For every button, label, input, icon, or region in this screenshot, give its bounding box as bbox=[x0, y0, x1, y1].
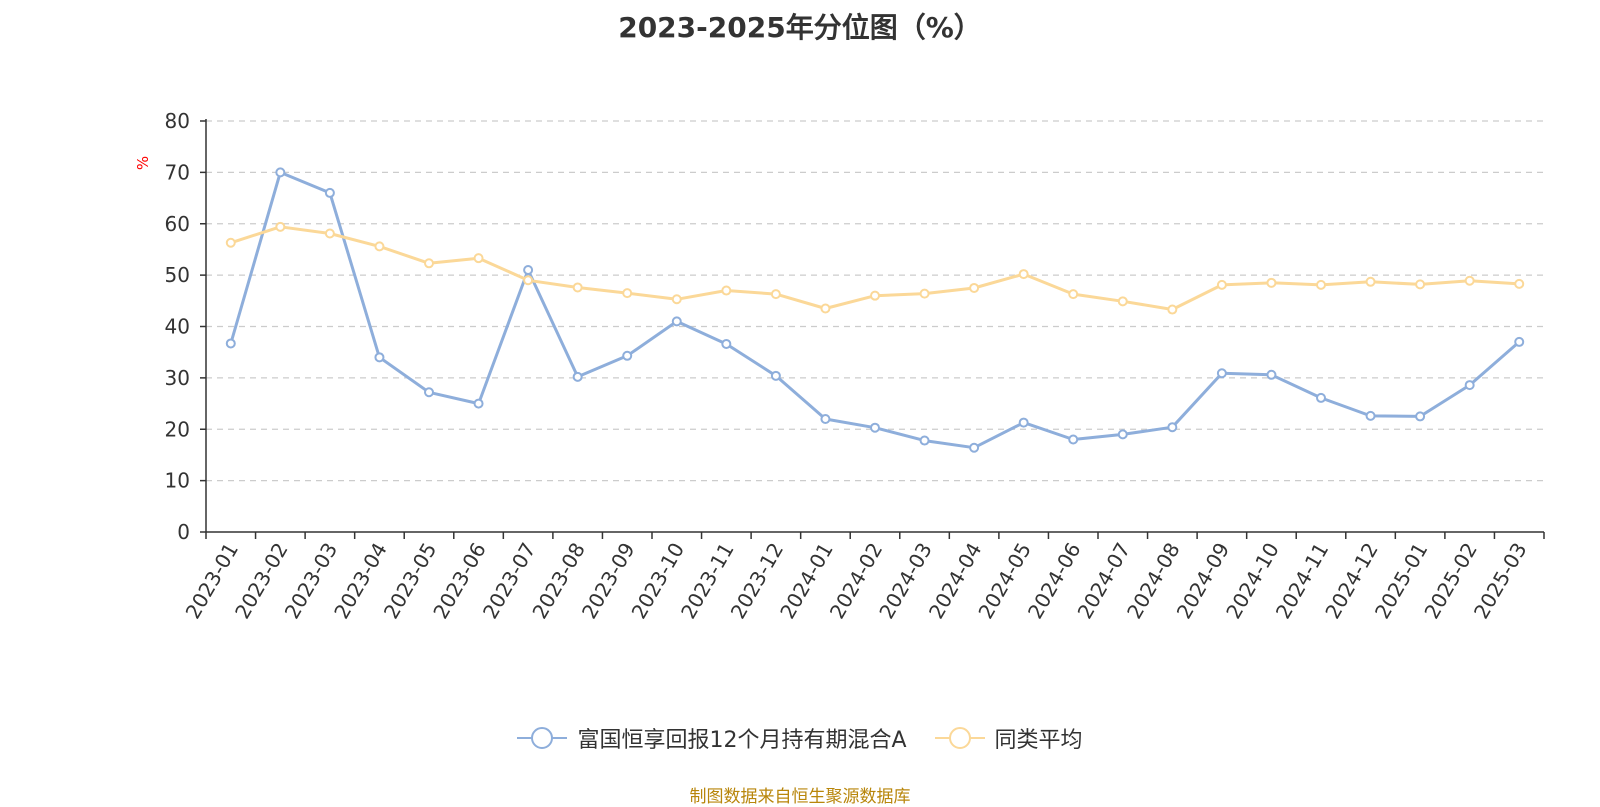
data-point-s0-2023-03 bbox=[324, 187, 335, 198]
series-lines bbox=[225, 167, 1525, 453]
legend-item-average[interactable]: 同类平均 bbox=[934, 722, 1083, 754]
data-point-s1-2024-06 bbox=[1068, 289, 1079, 300]
data-point-s0-2023-01 bbox=[225, 338, 236, 349]
data-point-s0-2025-03 bbox=[1514, 336, 1525, 347]
data-point-s0-2024-08 bbox=[1167, 422, 1178, 433]
y-tick-label-40: 40 bbox=[165, 315, 190, 339]
data-point-s1-2025-01 bbox=[1415, 279, 1426, 290]
data-point-s0-2023-05 bbox=[424, 387, 434, 398]
data-point-s0-2023-04 bbox=[374, 352, 385, 363]
y-tick-label-80: 80 bbox=[165, 109, 190, 133]
y-tick-label-60: 60 bbox=[165, 212, 190, 236]
chart-title: 2023-2025年分位图（%） bbox=[618, 11, 982, 44]
y-tick-label-50: 50 bbox=[165, 263, 190, 287]
y-tick-label-10: 10 bbox=[165, 469, 190, 493]
data-point-s0-2023-06 bbox=[473, 398, 484, 409]
data-point-s1-2023-10 bbox=[671, 294, 682, 305]
data-point-s1-2025-02 bbox=[1464, 275, 1475, 286]
data-point-s1-2023-04 bbox=[374, 241, 385, 252]
data-point-s0-2023-08 bbox=[572, 371, 583, 382]
legend-item-fund[interactable]: 富国恒享回报12个月持有期混合A bbox=[517, 722, 907, 754]
data-point-s1-2023-11 bbox=[721, 285, 732, 296]
data-point-s0-2025-02 bbox=[1464, 380, 1475, 391]
data-point-s1-2024-12 bbox=[1365, 276, 1376, 287]
data-point-s1-2024-02 bbox=[870, 290, 880, 301]
tick-labels: 01020304050607080%2023-012023-022023-032… bbox=[134, 109, 1532, 623]
data-point-s1-2025-03 bbox=[1514, 278, 1525, 289]
data-point-s0-2023-10 bbox=[671, 316, 682, 327]
data-point-s0-2024-04 bbox=[969, 442, 980, 453]
data-point-s1-2024-08 bbox=[1167, 304, 1178, 315]
data-point-s1-2024-11 bbox=[1316, 279, 1326, 290]
data-point-s1-2024-07 bbox=[1117, 296, 1128, 307]
data-point-s1-2023-01 bbox=[225, 237, 236, 248]
data-point-s0-2024-12 bbox=[1365, 410, 1376, 421]
grid-lines bbox=[206, 120, 1544, 482]
data-point-s1-2024-04 bbox=[969, 282, 980, 293]
series-line-0 bbox=[229, 170, 1521, 450]
data-point-s1-2023-08 bbox=[572, 282, 583, 293]
data-point-s0-2023-02 bbox=[275, 167, 286, 178]
data-point-s0-2023-09 bbox=[622, 350, 633, 361]
y-axis-unit-label: % bbox=[134, 156, 152, 170]
data-point-s1-2024-09 bbox=[1216, 279, 1227, 290]
data-point-s1-2023-07 bbox=[523, 275, 534, 286]
data-point-s0-2024-02 bbox=[870, 422, 880, 433]
data-point-s1-2023-06 bbox=[473, 253, 484, 264]
data-point-s1-2024-10 bbox=[1266, 277, 1277, 288]
data-point-s0-2024-10 bbox=[1266, 369, 1277, 380]
data-point-s0-2024-09 bbox=[1216, 368, 1227, 379]
data-point-s1-2023-03 bbox=[324, 228, 335, 239]
data-point-s1-2024-03 bbox=[919, 288, 930, 299]
data-point-s0-2023-12 bbox=[770, 370, 781, 381]
source-note: 制图数据来自恒生聚源数据库 bbox=[689, 787, 911, 807]
data-point-s1-2024-01 bbox=[820, 303, 831, 314]
data-point-s0-2023-07 bbox=[523, 264, 534, 275]
axes bbox=[200, 119, 1545, 539]
legend-marker-fund-icon bbox=[517, 727, 568, 749]
legend: 富国恒享回报12个月持有期混合A 同类平均 bbox=[0, 722, 1600, 754]
y-tick-label-20: 20 bbox=[165, 417, 190, 441]
data-point-s0-2023-11 bbox=[721, 338, 732, 349]
legend-label-average: 同类平均 bbox=[994, 728, 1083, 753]
data-point-s0-2024-01 bbox=[820, 413, 831, 424]
legend-marker-average-icon bbox=[934, 727, 985, 749]
y-tick-label-0: 0 bbox=[177, 520, 190, 544]
data-point-s0-2024-06 bbox=[1068, 434, 1079, 445]
data-point-s0-2025-01 bbox=[1415, 411, 1426, 422]
y-tick-label-70: 70 bbox=[165, 160, 190, 184]
data-point-s1-2024-05 bbox=[1018, 269, 1029, 280]
data-point-s1-2023-09 bbox=[622, 288, 633, 299]
y-tick-label-30: 30 bbox=[165, 366, 190, 390]
data-point-s1-2023-02 bbox=[275, 221, 286, 232]
data-point-s0-2024-07 bbox=[1117, 429, 1128, 440]
data-point-s0-2024-03 bbox=[919, 435, 930, 446]
data-point-s0-2024-05 bbox=[1018, 417, 1029, 428]
legend-label-fund: 富国恒享回报12个月持有期混合A bbox=[577, 728, 907, 753]
data-point-s1-2023-05 bbox=[424, 258, 434, 269]
data-point-s1-2023-12 bbox=[770, 289, 781, 300]
line-chart: 01020304050607080%2023-012023-022023-032… bbox=[134, 109, 1545, 623]
data-point-s0-2024-11 bbox=[1316, 392, 1326, 403]
